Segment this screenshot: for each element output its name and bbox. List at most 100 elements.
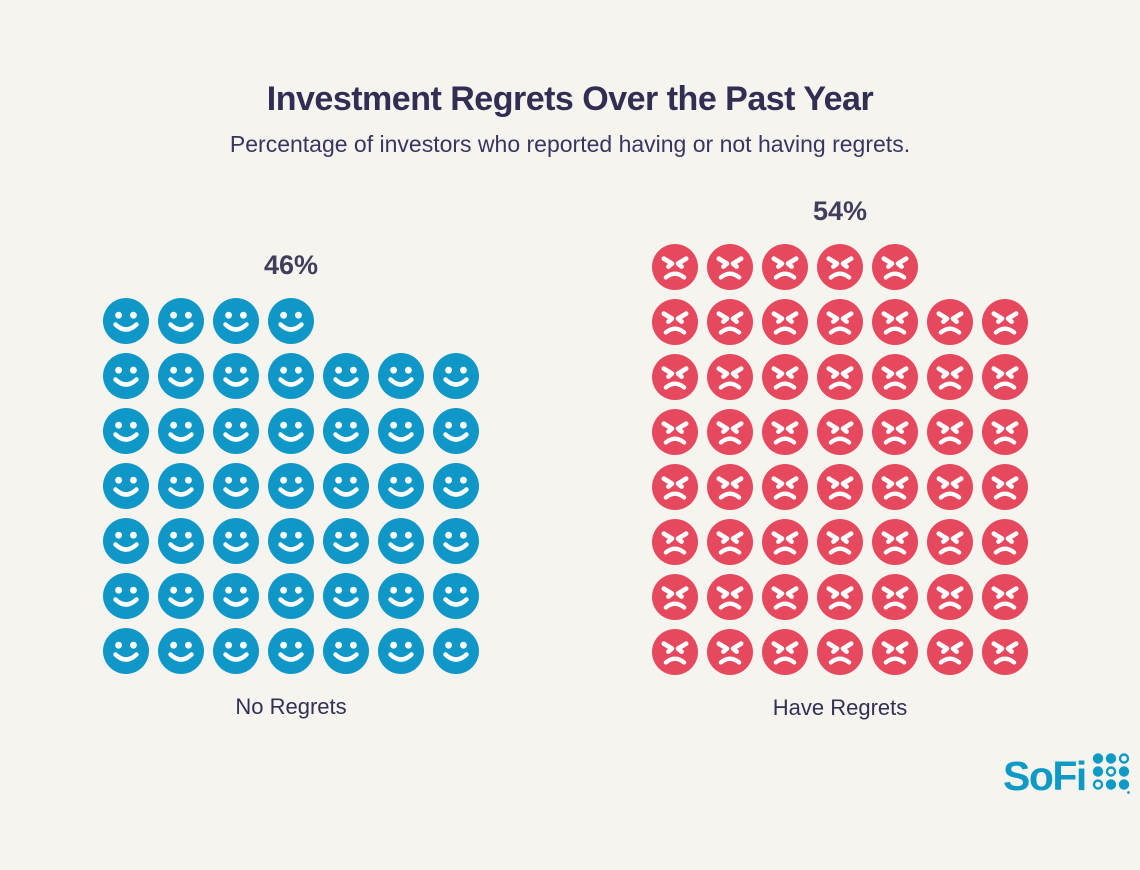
- pictogram-row: [103, 518, 479, 564]
- angry-face-icon: [817, 629, 863, 675]
- angry-face-icon: [927, 354, 973, 400]
- logo-dot-filled: [1105, 753, 1117, 764]
- smiley-face-icon: [268, 628, 314, 674]
- angry-face-icon: [982, 574, 1028, 620]
- angry-face-icon: [762, 354, 808, 400]
- pictogram-row: [103, 628, 479, 674]
- logo-dot-filled: [1092, 753, 1104, 764]
- angry-face-icon: [927, 409, 973, 455]
- smiley-face-icon: [323, 628, 369, 674]
- angry-face-icon: [707, 299, 753, 345]
- angry-face-icon: [817, 354, 863, 400]
- angry-face-icon: [927, 519, 973, 565]
- angry-face-icon: [817, 574, 863, 620]
- pictogram-row: [652, 629, 1028, 675]
- smiley-face-icon: [213, 353, 259, 399]
- logo-dot-filled: [1092, 766, 1104, 777]
- smiley-face-icon: [268, 518, 314, 564]
- smiley-face-icon: [433, 518, 479, 564]
- smiley-face-icon: [378, 518, 424, 564]
- smiley-face-icon: [323, 353, 369, 399]
- smiley-face-icon: [268, 298, 314, 344]
- angry-face-icon: [652, 519, 698, 565]
- pictogram-row: [652, 519, 1028, 565]
- angry-face-icon: [652, 409, 698, 455]
- angry-face-icon: [707, 409, 753, 455]
- smiley-face-icon: [433, 463, 479, 509]
- smiley-face-icon: [378, 408, 424, 454]
- smiley-face-icon: [103, 573, 149, 619]
- angry-face-icon: [927, 629, 973, 675]
- smiley-face-icon: [213, 573, 259, 619]
- angry-face-icon: [817, 299, 863, 345]
- angry-face-icon: [652, 244, 698, 290]
- angry-face-icon: [982, 409, 1028, 455]
- smiley-face-icon: [268, 573, 314, 619]
- angry-face-icon: [817, 519, 863, 565]
- angry-face-icon: [982, 299, 1028, 345]
- angry-face-icon: [652, 574, 698, 620]
- angry-face-icon: [762, 244, 808, 290]
- angry-face-icon: [652, 299, 698, 345]
- smiley-face-icon: [213, 408, 259, 454]
- group-no-regrets: 46% No Regrets: [103, 250, 479, 720]
- pictogram-row: [103, 408, 479, 454]
- smiley-face-icon: [103, 628, 149, 674]
- smiley-face-icon: [103, 298, 149, 344]
- smiley-face-icon: [213, 298, 259, 344]
- logo-dot-filled: [1118, 779, 1130, 790]
- smiley-face-icon: [433, 628, 479, 674]
- pictogram-row: [652, 299, 1028, 345]
- smiley-face-icon: [268, 463, 314, 509]
- angry-face-icon: [927, 299, 973, 345]
- pictogram-grid-no-regrets: [103, 298, 479, 674]
- smiley-face-icon: [103, 518, 149, 564]
- category-label-have-regrets: Have Regrets: [772, 695, 908, 720]
- smiley-face-icon: [268, 408, 314, 454]
- smiley-face-icon: [433, 573, 479, 619]
- smiley-face-icon: [378, 463, 424, 509]
- smiley-face-icon: [213, 463, 259, 509]
- pictogram-row: [652, 464, 1028, 510]
- smiley-face-icon: [323, 463, 369, 509]
- smiley-face-icon: [213, 628, 259, 674]
- angry-face-icon: [872, 409, 918, 455]
- angry-face-icon: [982, 354, 1028, 400]
- smiley-face-icon: [158, 518, 204, 564]
- smiley-face-icon: [158, 628, 204, 674]
- smiley-face-icon: [158, 353, 204, 399]
- percent-label-have-regrets: 54%: [812, 196, 868, 226]
- pictogram-row: [652, 574, 1028, 620]
- angry-face-icon: [872, 244, 918, 290]
- smiley-face-icon: [323, 518, 369, 564]
- angry-face-icon: [762, 299, 808, 345]
- smiley-face-icon: [103, 463, 149, 509]
- smiley-face-icon: [158, 298, 204, 344]
- smiley-face-icon: [433, 408, 479, 454]
- smiley-face-icon: [378, 628, 424, 674]
- pictogram-row: [652, 354, 1028, 400]
- angry-face-icon: [707, 354, 753, 400]
- smiley-face-icon: [103, 353, 149, 399]
- angry-face-icon: [762, 574, 808, 620]
- angry-face-icon: [762, 519, 808, 565]
- smiley-face-icon: [378, 353, 424, 399]
- angry-face-icon: [707, 629, 753, 675]
- percent-label-no-regrets: 46%: [263, 250, 319, 280]
- angry-face-icon: [817, 464, 863, 510]
- smiley-face-icon: [158, 573, 204, 619]
- sofi-logo-graphic: SoFi: [1003, 753, 1130, 799]
- pictogram-grid-have-regrets: [652, 244, 1028, 675]
- smiley-face-icon: [103, 408, 149, 454]
- smiley-face-icon: [268, 353, 314, 399]
- angry-face-icon: [872, 574, 918, 620]
- angry-face-icon: [817, 409, 863, 455]
- angry-face-icon: [652, 464, 698, 510]
- angry-face-icon: [652, 354, 698, 400]
- angry-face-icon: [872, 629, 918, 675]
- angry-face-icon: [817, 244, 863, 290]
- logo-dot-filled: [1105, 779, 1117, 790]
- pictogram-row: [652, 244, 1028, 290]
- angry-face-icon: [927, 574, 973, 620]
